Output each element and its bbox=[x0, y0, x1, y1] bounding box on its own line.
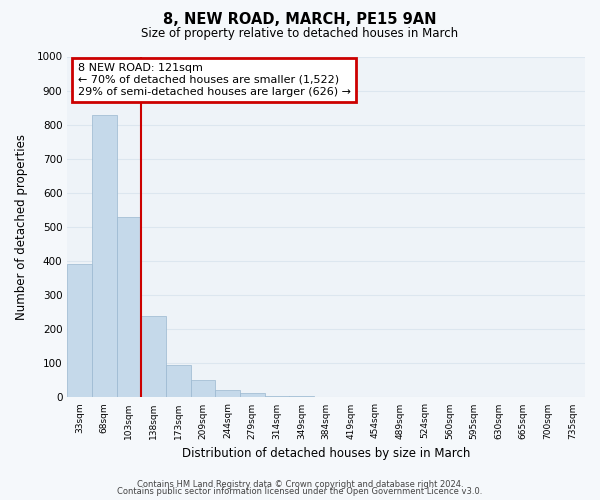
Text: 8, NEW ROAD, MARCH, PE15 9AN: 8, NEW ROAD, MARCH, PE15 9AN bbox=[163, 12, 437, 28]
Text: 8 NEW ROAD: 121sqm
← 70% of detached houses are smaller (1,522)
29% of semi-deta: 8 NEW ROAD: 121sqm ← 70% of detached hou… bbox=[77, 64, 350, 96]
Bar bbox=[191, 380, 215, 398]
Bar bbox=[289, 396, 314, 398]
Bar bbox=[116, 216, 141, 398]
Bar bbox=[141, 316, 166, 398]
Bar bbox=[92, 116, 116, 398]
Text: Contains HM Land Registry data © Crown copyright and database right 2024.: Contains HM Land Registry data © Crown c… bbox=[137, 480, 463, 489]
Bar bbox=[67, 264, 92, 398]
X-axis label: Distribution of detached houses by size in March: Distribution of detached houses by size … bbox=[182, 447, 470, 460]
Bar bbox=[215, 390, 240, 398]
Bar bbox=[265, 396, 289, 398]
Bar bbox=[240, 394, 265, 398]
Bar bbox=[166, 364, 191, 398]
Y-axis label: Number of detached properties: Number of detached properties bbox=[15, 134, 28, 320]
Text: Contains public sector information licensed under the Open Government Licence v3: Contains public sector information licen… bbox=[118, 487, 482, 496]
Text: Size of property relative to detached houses in March: Size of property relative to detached ho… bbox=[142, 28, 458, 40]
